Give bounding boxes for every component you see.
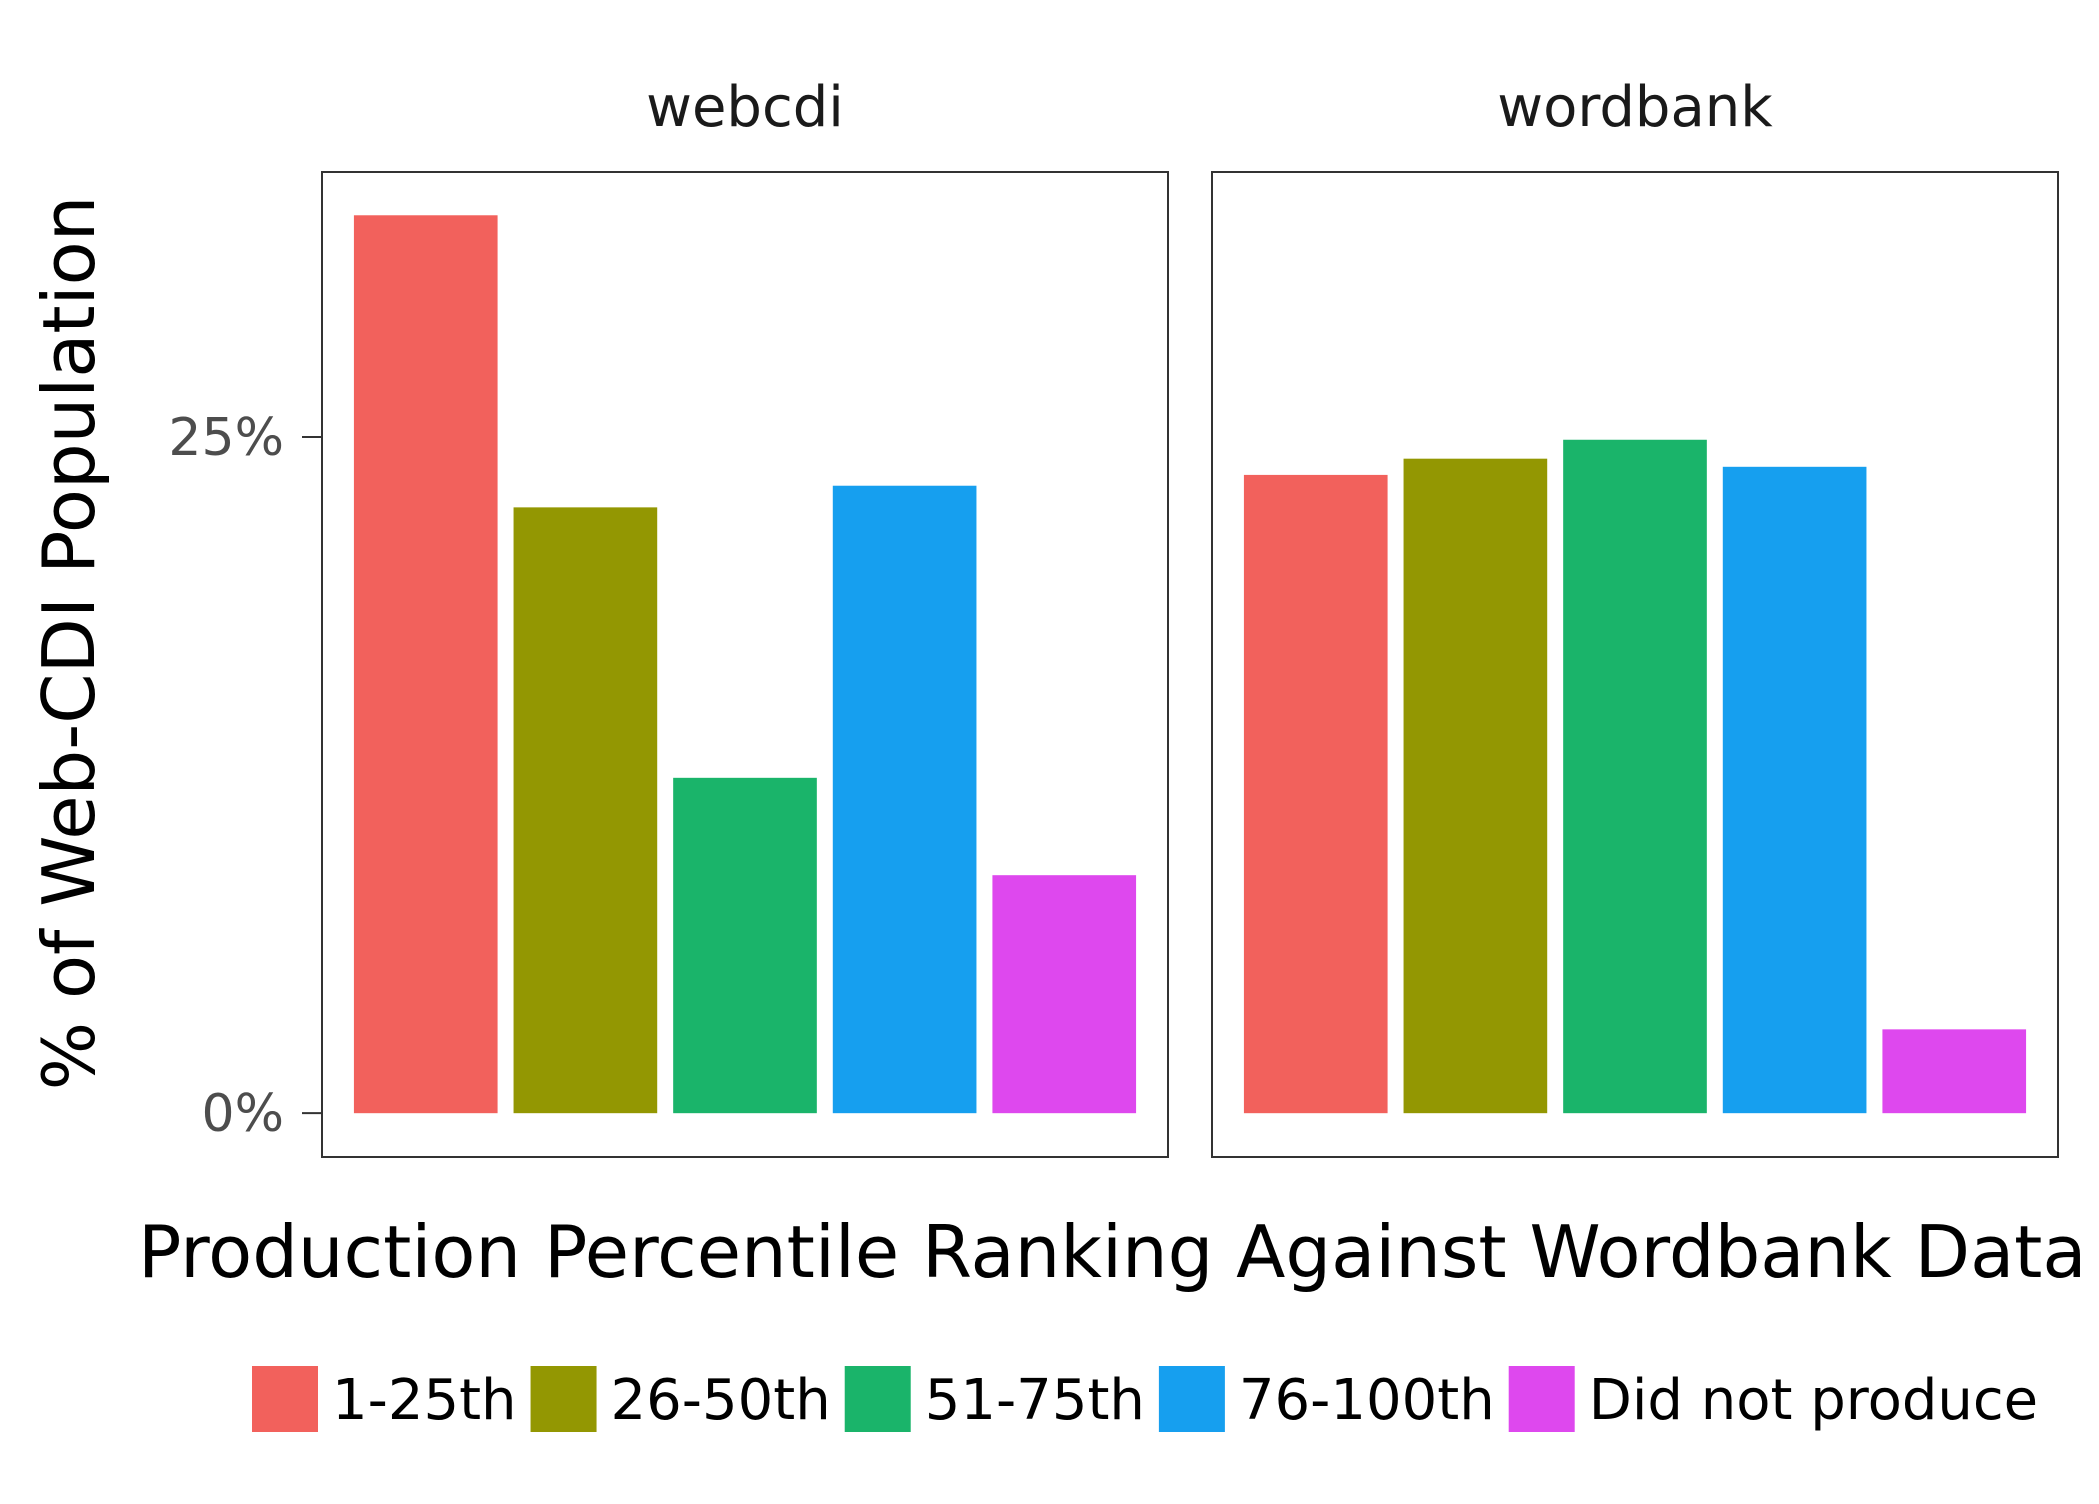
bar-wordbank-did-not-produce — [1882, 1029, 2027, 1114]
bar-webcdi-did-not-produce — [992, 875, 1137, 1114]
panel-border — [1211, 171, 2059, 1158]
legend-label: Did not produce — [1589, 1368, 2038, 1433]
y-tick-label: 0% — [202, 1084, 285, 1144]
bar-webcdi-51-75th — [673, 777, 817, 1114]
facet-strip-title: webcdi — [646, 75, 844, 140]
bar-wordbank-26-50th — [1403, 458, 1548, 1114]
bar-webcdi-26-50th — [513, 507, 658, 1114]
legend-label: 1-25th — [332, 1368, 517, 1433]
facet-strip-title: wordbank — [1497, 75, 1773, 140]
panel-border — [321, 171, 1169, 1158]
legend-key — [1508, 1366, 1575, 1432]
bar-wordbank-51-75th — [1563, 439, 1707, 1114]
bar-wordbank-76-100th — [1722, 466, 1867, 1114]
bar-webcdi-76-100th — [832, 485, 977, 1114]
legend-key — [530, 1366, 597, 1432]
legend-label: 26-50th — [611, 1368, 831, 1433]
legend-label: 76-100th — [1239, 1368, 1495, 1433]
y-tick-label: 25% — [168, 408, 284, 468]
legend: 1-25th 26-50th 51-75th 76-100th Did not prod… — [252, 1366, 2038, 1433]
facet-panel-wordbank: wordbank — [1211, 75, 2059, 1158]
legend-key — [844, 1366, 911, 1432]
bar-wordbank-1-25th — [1243, 474, 1388, 1114]
facet-panel-webcdi: webcdi — [321, 75, 1169, 1158]
legend-key — [1158, 1366, 1225, 1432]
facet-panels: webcdi wordbank — [321, 75, 2059, 1158]
y-axis: 0% 25% — [168, 408, 322, 1144]
bar-webcdi-1-25th — [353, 215, 498, 1114]
legend-label: 51-75th — [925, 1368, 1145, 1433]
legend-key — [252, 1366, 318, 1432]
x-axis-title: Production Percentile Ranking Against Wo… — [138, 1210, 2087, 1294]
y-axis-title: % of Web-CDI Population — [27, 196, 111, 1091]
